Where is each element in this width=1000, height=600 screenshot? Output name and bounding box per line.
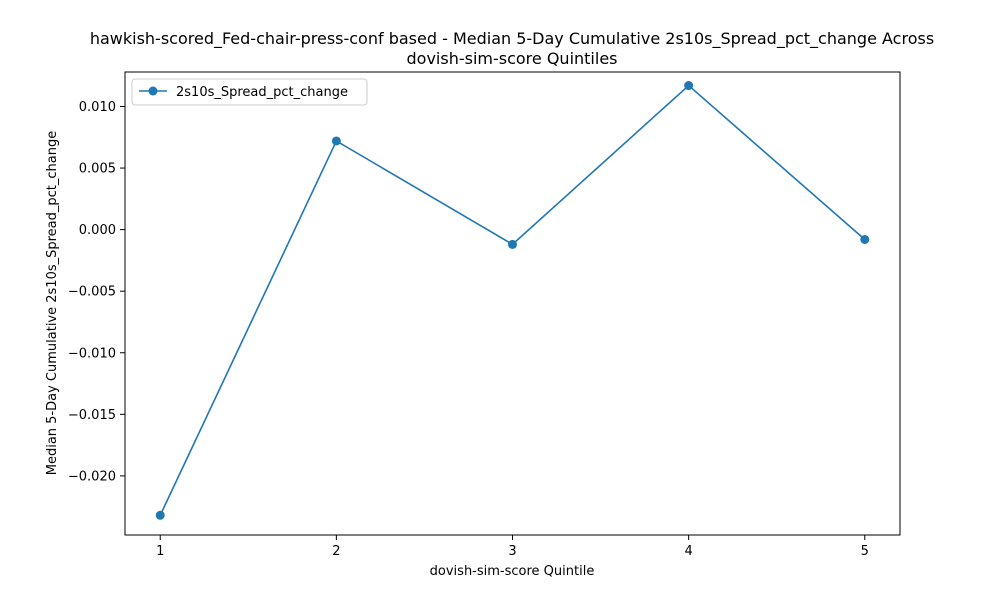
y-axis-label: Median 5-Day Cumulative 2s10s_Spread_pct… (45, 131, 60, 476)
plot-area: 1 2 3 4 5 0.010 0.005 0.000 −0.005 −0.010 −0.015 −0… (68, 71, 901, 559)
x-tick-label: 2 (332, 544, 340, 559)
legend: 2s10s_Spread_pct_change (131, 78, 368, 106)
legend-box (131, 78, 368, 106)
data-point (860, 234, 870, 244)
y-tick-label: −0.010 (68, 346, 116, 361)
y-tick-label: −0.020 (68, 469, 116, 484)
x-tick-label: 3 (508, 544, 516, 559)
legend-point-marker (148, 86, 158, 96)
y-tick-label: 0.000 (79, 223, 116, 238)
data-point (684, 81, 694, 91)
x-tick-label: 1 (156, 544, 164, 559)
data-point (331, 136, 341, 146)
chart-title-line-2: dovish-sim-score Quintiles (407, 49, 618, 68)
chart-title-line-1: hawkish-scored_Fed-chair-press-conf base… (90, 29, 934, 49)
y-tick-label: 0.005 (79, 162, 116, 177)
ticks-layer: 1 2 3 4 5 0.010 0.005 0.000 −0.005 −0.010 −0.015 −0… (68, 100, 869, 559)
y-tick-label: 0.010 (79, 100, 116, 115)
x-axis-label: dovish-sim-score Quintile (430, 564, 595, 579)
y-tick-label: −0.015 (68, 408, 116, 423)
data-point (508, 239, 517, 249)
series-layer (155, 81, 870, 520)
y-tick-label: −0.005 (68, 285, 116, 300)
axes-frame (124, 71, 901, 536)
legend-series-label: 2s10s_Spread_pct_change (176, 85, 348, 100)
x-tick-label: 5 (861, 544, 869, 559)
data-point (155, 510, 165, 520)
x-tick-label: 4 (684, 544, 692, 559)
